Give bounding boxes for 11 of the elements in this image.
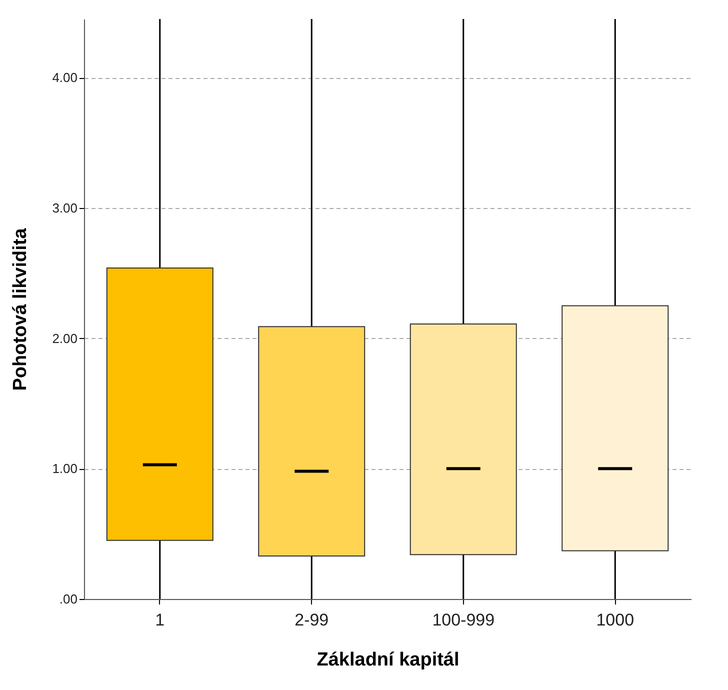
y-tick-label: 2.00 <box>52 330 78 346</box>
x-axis-title: Základní kapitál <box>316 650 460 670</box>
x-tick-label: 1000 <box>596 610 634 630</box>
x-tick-label: 100-999 <box>432 610 495 630</box>
y-tick-label: .00 <box>59 592 78 606</box>
x-tick-label: 2-99 <box>294 610 329 630</box>
y-tick-label: 1.00 <box>52 461 78 476</box>
y-axis-title: Pohotová likvidita <box>10 228 32 391</box>
y-tick-label: 4.00 <box>52 70 78 86</box>
x-tick-label: 1 <box>155 610 165 630</box>
y-tick-label: 3.00 <box>52 200 78 216</box>
